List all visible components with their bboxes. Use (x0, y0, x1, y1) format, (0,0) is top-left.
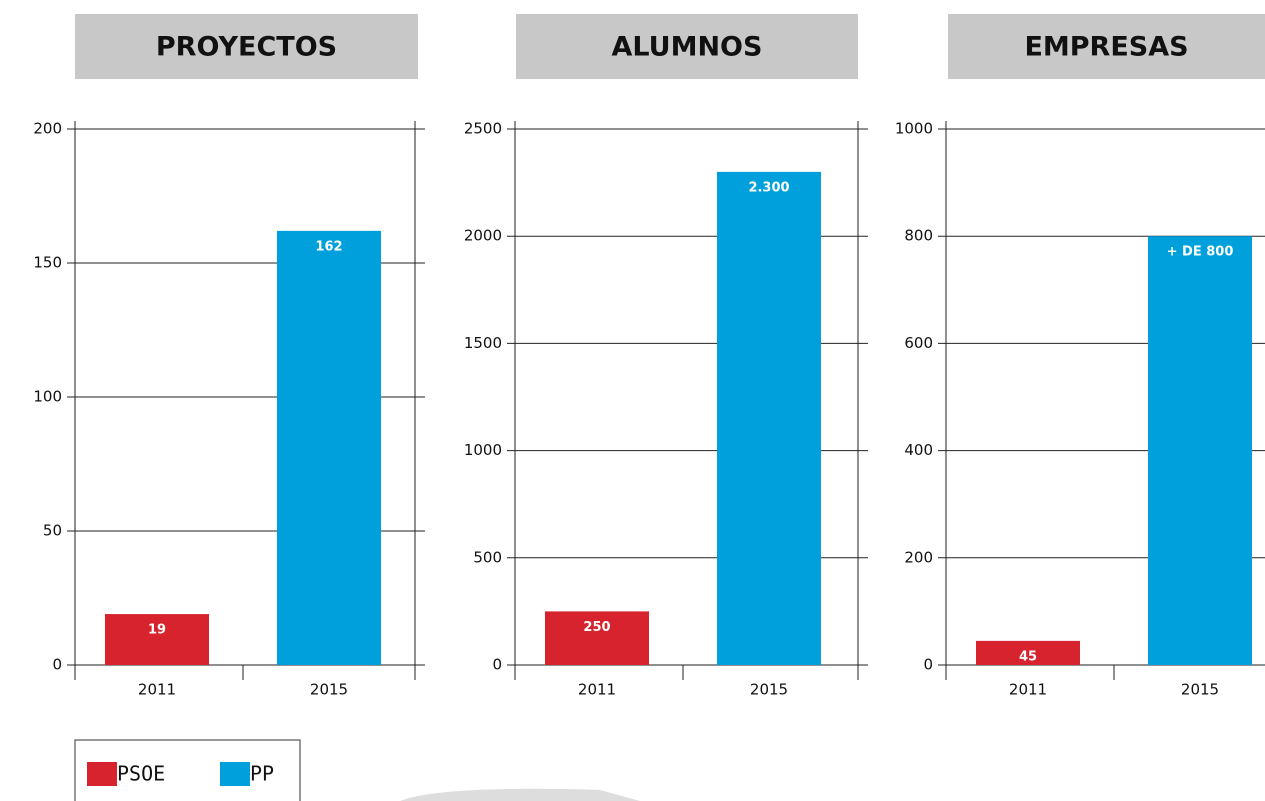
x-tick-label: 2011 (138, 681, 176, 699)
y-tick-label: 200 (904, 548, 933, 566)
y-tick-label: 1500 (464, 334, 502, 352)
legend-label: PP (250, 762, 274, 786)
x-tick-label: 2015 (1181, 681, 1219, 699)
y-tick-label: 1000 (464, 441, 502, 459)
y-tick-label: 100 (33, 388, 62, 406)
y-tick-label: 200 (33, 120, 62, 138)
decoration (400, 788, 640, 801)
bar (277, 230, 381, 665)
y-tick-label: 0 (492, 656, 502, 674)
chart-title: ALUMNOS (612, 32, 763, 63)
x-tick-label: 2015 (750, 681, 788, 699)
y-tick-label: 800 (904, 227, 933, 245)
title-box (516, 14, 858, 79)
bar (976, 640, 1080, 665)
value-label: 19 (148, 623, 166, 638)
bar (545, 611, 649, 665)
legend-swatch (220, 762, 250, 786)
value-label: 250 (583, 620, 610, 635)
y-tick-label: 1000 (895, 120, 933, 138)
y-tick-label: 0 (923, 656, 933, 674)
x-tick-label: 2015 (310, 681, 348, 699)
y-tick-label: 0 (52, 656, 62, 674)
chart-title: EMPRESAS (1024, 32, 1188, 63)
bar (1148, 236, 1252, 665)
title-box (948, 14, 1265, 79)
x-tick-label: 2011 (578, 681, 616, 699)
y-tick-label: 600 (904, 334, 933, 352)
bar (717, 171, 821, 665)
value-label: 45 (1019, 649, 1037, 664)
x-tick-label: 2011 (1009, 681, 1047, 699)
value-label: 2.300 (748, 180, 789, 195)
legend-label: PSOE (117, 762, 165, 786)
legend-box (74, 739, 301, 801)
y-tick-label: 50 (43, 522, 62, 540)
y-tick-label: 2500 (464, 120, 502, 138)
title-box (75, 14, 418, 79)
legend-swatch (87, 762, 117, 786)
y-tick-label: 150 (33, 254, 62, 272)
y-tick-label: 2000 (464, 227, 502, 245)
y-tick-label: 400 (904, 441, 933, 459)
y-tick-label: 500 (473, 548, 502, 566)
value-label: + DE 800 (1167, 245, 1234, 260)
bar (105, 614, 209, 665)
chart-title: PROYECTOS (156, 32, 337, 63)
value-label: 162 (315, 239, 342, 254)
